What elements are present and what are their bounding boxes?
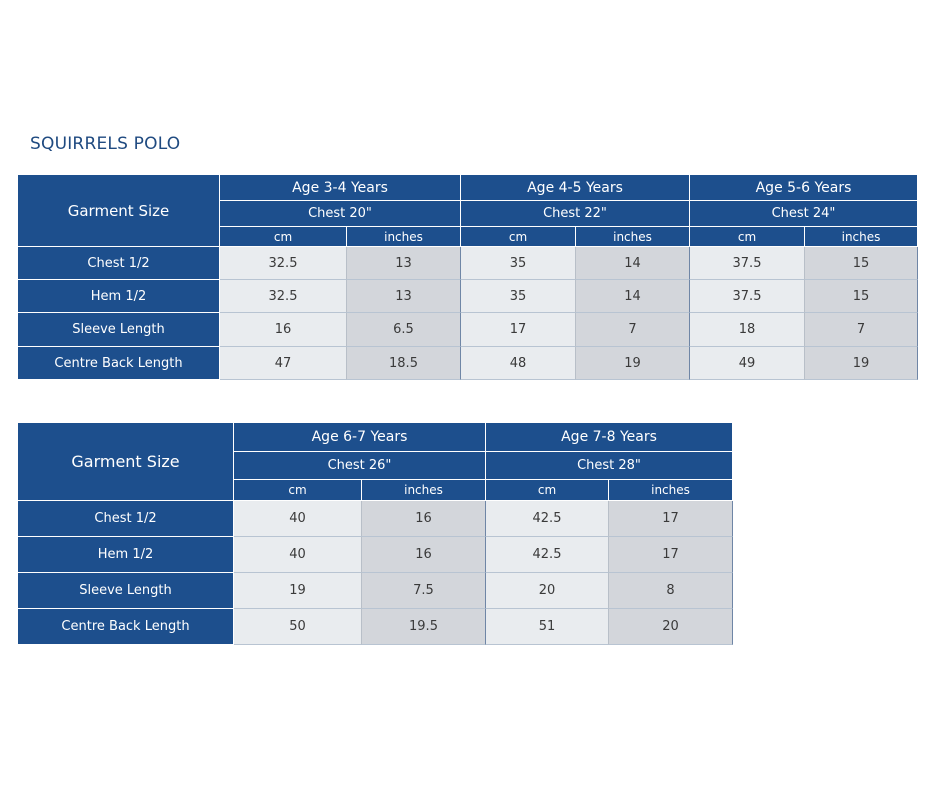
- value-cell: 17: [609, 501, 733, 537]
- chest-header: Chest 22": [461, 201, 690, 227]
- value-cell: 19: [576, 347, 690, 380]
- unit-header: inches: [362, 480, 486, 501]
- value-cell: 51: [486, 609, 609, 645]
- row-label: Centre Back Length: [18, 609, 234, 645]
- value-cell: 35: [461, 280, 576, 313]
- unit-header: inches: [576, 227, 690, 247]
- unit-header: inches: [347, 227, 461, 247]
- value-cell: 40: [234, 537, 362, 573]
- value-cell: 17: [609, 537, 733, 573]
- value-cell: 49: [690, 347, 805, 380]
- value-cell: 48: [461, 347, 576, 380]
- unit-header: cm: [234, 480, 362, 501]
- value-cell: 19: [805, 347, 918, 380]
- value-cell: 6.5: [347, 313, 461, 347]
- corner-header: Garment Size: [18, 175, 220, 247]
- value-cell: 16: [220, 313, 347, 347]
- value-cell: 7.5: [362, 573, 486, 609]
- age-header: Age 4-5 Years: [461, 175, 690, 201]
- corner-header: Garment Size: [18, 423, 234, 501]
- value-cell: 14: [576, 280, 690, 313]
- row-label: Chest 1/2: [18, 247, 220, 280]
- value-cell: 15: [805, 280, 918, 313]
- page-title: SQUIRRELS POLO: [30, 134, 181, 154]
- value-cell: 47: [220, 347, 347, 380]
- value-cell: 37.5: [690, 280, 805, 313]
- age-header: Age 7-8 Years: [486, 423, 733, 452]
- value-cell: 18: [690, 313, 805, 347]
- value-cell: 37.5: [690, 247, 805, 280]
- value-cell: 16: [362, 537, 486, 573]
- row-label: Chest 1/2: [18, 501, 234, 537]
- row-label: Centre Back Length: [18, 347, 220, 380]
- age-header: Age 3-4 Years: [220, 175, 461, 201]
- chest-header: Chest 20": [220, 201, 461, 227]
- unit-header: inches: [805, 227, 918, 247]
- value-cell: 20: [486, 573, 609, 609]
- value-cell: 32.5: [220, 247, 347, 280]
- unit-header: cm: [220, 227, 347, 247]
- value-cell: 50: [234, 609, 362, 645]
- value-cell: 20: [609, 609, 733, 645]
- value-cell: 13: [347, 280, 461, 313]
- value-cell: 7: [805, 313, 918, 347]
- value-cell: 42.5: [486, 537, 609, 573]
- age-header: Age 6-7 Years: [234, 423, 486, 452]
- value-cell: 8: [609, 573, 733, 609]
- chest-header: Chest 26": [234, 452, 486, 480]
- unit-header: inches: [609, 480, 733, 501]
- row-label: Sleeve Length: [18, 573, 234, 609]
- row-label: Hem 1/2: [18, 280, 220, 313]
- value-cell: 16: [362, 501, 486, 537]
- value-cell: 14: [576, 247, 690, 280]
- value-cell: 18.5: [347, 347, 461, 380]
- row-label: Sleeve Length: [18, 313, 220, 347]
- unit-header: cm: [461, 227, 576, 247]
- value-cell: 7: [576, 313, 690, 347]
- value-cell: 19.5: [362, 609, 486, 645]
- unit-header: cm: [690, 227, 805, 247]
- value-cell: 15: [805, 247, 918, 280]
- chest-header: Chest 28": [486, 452, 733, 480]
- value-cell: 17: [461, 313, 576, 347]
- value-cell: 32.5: [220, 280, 347, 313]
- age-header: Age 5-6 Years: [690, 175, 918, 201]
- value-cell: 35: [461, 247, 576, 280]
- chest-header: Chest 24": [690, 201, 918, 227]
- value-cell: 42.5: [486, 501, 609, 537]
- row-label: Hem 1/2: [18, 537, 234, 573]
- unit-header: cm: [486, 480, 609, 501]
- value-cell: 13: [347, 247, 461, 280]
- value-cell: 19: [234, 573, 362, 609]
- value-cell: 40: [234, 501, 362, 537]
